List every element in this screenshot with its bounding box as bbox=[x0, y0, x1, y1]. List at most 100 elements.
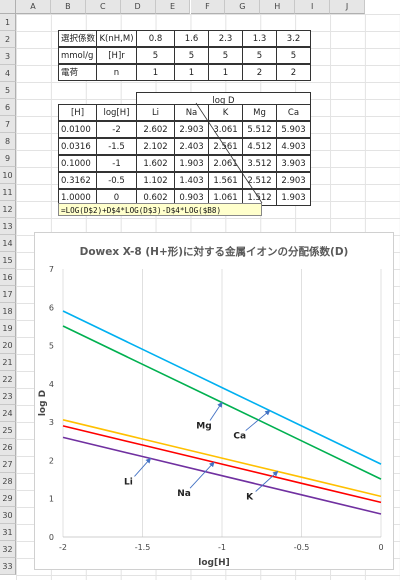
column-header[interactable]: I bbox=[295, 0, 331, 14]
table-cell[interactable]: 選択係数 bbox=[58, 30, 97, 47]
annotation-arrow bbox=[245, 409, 271, 431]
row-header[interactable]: 17 bbox=[0, 286, 16, 303]
table-cell[interactable]: 2.602 bbox=[136, 121, 175, 138]
row-header[interactable]: 33 bbox=[0, 558, 16, 575]
table-cell[interactable]: 5 bbox=[208, 47, 243, 64]
y-tick-label: 6 bbox=[49, 303, 54, 312]
row-header[interactable]: 7 bbox=[0, 116, 16, 133]
table-header-cell[interactable]: K bbox=[208, 104, 243, 121]
column-header[interactable]: D bbox=[120, 0, 156, 14]
x-axis-label: log[H] bbox=[198, 558, 229, 568]
series-line-k bbox=[62, 419, 382, 498]
table-cell[interactable]: 4.903 bbox=[276, 138, 311, 155]
row-header[interactable]: 24 bbox=[0, 405, 16, 422]
annotation-label: Mg bbox=[196, 422, 211, 432]
row-header[interactable]: 13 bbox=[0, 218, 16, 235]
table-cell[interactable]: 5.903 bbox=[276, 121, 311, 138]
table-cell[interactable]: 3.2 bbox=[276, 30, 311, 47]
table-cell[interactable]: 2 bbox=[276, 64, 311, 81]
annotation-label: Ca bbox=[233, 432, 246, 442]
row-header[interactable]: 30 bbox=[0, 507, 16, 524]
series-line-na bbox=[62, 425, 382, 504]
table-cell[interactable]: 2.3 bbox=[208, 30, 243, 47]
row-header[interactable]: 2 bbox=[0, 31, 16, 48]
row-header[interactable]: 19 bbox=[0, 320, 16, 337]
row-header[interactable]: 22 bbox=[0, 371, 16, 388]
row-header[interactable]: 20 bbox=[0, 337, 16, 354]
row-header[interactable]: 6 bbox=[0, 99, 16, 116]
row-header[interactable]: 16 bbox=[0, 269, 16, 286]
row-header[interactable]: 5 bbox=[0, 82, 16, 99]
row-header[interactable]: 23 bbox=[0, 388, 16, 405]
table-cell[interactable]: 1.403 bbox=[174, 172, 209, 189]
table-header-cell[interactable]: Ca bbox=[276, 104, 311, 121]
annotation-label: K bbox=[246, 492, 254, 502]
table-cell[interactable]: 3.512 bbox=[242, 155, 277, 172]
series-line-li bbox=[62, 436, 382, 515]
row-header[interactable]: 21 bbox=[0, 354, 16, 371]
table-cell[interactable]: 3.903 bbox=[276, 155, 311, 172]
series-line-ca bbox=[62, 310, 382, 465]
annotation-arrow bbox=[255, 470, 279, 492]
row-header[interactable]: 10 bbox=[0, 167, 16, 184]
column-header[interactable]: F bbox=[190, 0, 226, 14]
column-header[interactable]: J bbox=[330, 0, 365, 14]
table-cell[interactable]: -1.5 bbox=[96, 138, 137, 155]
column-header[interactable]: B bbox=[50, 0, 86, 14]
row-header[interactable]: 4 bbox=[0, 65, 16, 82]
select-all-corner[interactable] bbox=[0, 0, 16, 14]
table-cell[interactable]: 5 bbox=[276, 47, 311, 64]
table-cell[interactable]: 1.3 bbox=[242, 30, 277, 47]
column-header[interactable]: H bbox=[260, 0, 296, 14]
y-tick-label: 7 bbox=[49, 265, 54, 274]
y-tick-label: 0 bbox=[49, 533, 54, 542]
comment-arrow-line bbox=[195, 102, 263, 204]
row-header[interactable]: 18 bbox=[0, 303, 16, 320]
row-header[interactable]: 28 bbox=[0, 473, 16, 490]
row-header[interactable]: 12 bbox=[0, 201, 16, 218]
annotation-arrow bbox=[189, 461, 215, 489]
row-header[interactable]: 15 bbox=[0, 252, 16, 269]
row-header[interactable]: 11 bbox=[0, 184, 16, 201]
row-header[interactable]: 1 bbox=[0, 14, 16, 31]
table-cell[interactable]: 2.903 bbox=[276, 172, 311, 189]
x-tick-label: -0.5 bbox=[294, 543, 310, 552]
row-header[interactable]: 27 bbox=[0, 456, 16, 473]
x-tick-label: -1 bbox=[218, 543, 226, 552]
y-tick-label: 5 bbox=[49, 342, 54, 351]
row-header[interactable]: 31 bbox=[0, 524, 16, 541]
row-header[interactable]: 9 bbox=[0, 150, 16, 167]
y-tick-label: 3 bbox=[49, 418, 54, 427]
row-header[interactable]: 26 bbox=[0, 439, 16, 456]
row-header[interactable]: 3 bbox=[0, 48, 16, 65]
table-cell[interactable]: 1.6 bbox=[174, 30, 209, 47]
table-cell[interactable]: 0.8 bbox=[136, 30, 175, 47]
chart-title: Dowex X-8 (H+形)に対する金属イオンの分配係数(D) bbox=[80, 245, 349, 258]
formula-comment: =LOG(D$2)+D$4*LOG(D$3)-D$4*LOG($B8) bbox=[58, 203, 262, 216]
column-header[interactable]: C bbox=[85, 0, 121, 14]
chart-svg: Dowex X-8 (H+形)に対する金属イオンの分配係数(D) -2 -1.5 -1… bbox=[38, 245, 384, 568]
x-tick-label: -2 bbox=[59, 543, 67, 552]
row-header[interactable]: 14 bbox=[0, 235, 16, 252]
row-header[interactable]: 29 bbox=[0, 490, 16, 507]
x-tick-label: 0 bbox=[378, 543, 383, 552]
table-cell[interactable]: 5 bbox=[174, 47, 209, 64]
column-header[interactable]: E bbox=[155, 0, 191, 14]
y-axis-label: log D bbox=[38, 390, 48, 416]
table-cell[interactable]: 1.903 bbox=[276, 189, 311, 206]
y-tick-label: 1 bbox=[49, 495, 54, 504]
annotation-arrow bbox=[134, 457, 152, 477]
chart-container[interactable]: Dowex X-8 (H+形)に対する金属イオンの分配係数(D) -2 -1.5 -1… bbox=[34, 232, 394, 570]
column-header[interactable]: G bbox=[225, 0, 261, 14]
row-header[interactable]: 8 bbox=[0, 133, 16, 150]
annotation-arrow bbox=[209, 401, 223, 421]
column-header[interactable]: A bbox=[16, 0, 51, 14]
table-cell[interactable]: -1 bbox=[96, 155, 137, 172]
table-cell[interactable]: mmol/g bbox=[58, 47, 97, 64]
row-header[interactable]: 25 bbox=[0, 422, 16, 439]
annotation-label: Li bbox=[124, 477, 133, 487]
annotation-label: Na bbox=[177, 489, 191, 499]
row-header[interactable]: 32 bbox=[0, 541, 16, 558]
y-tick-label: 4 bbox=[49, 380, 54, 389]
